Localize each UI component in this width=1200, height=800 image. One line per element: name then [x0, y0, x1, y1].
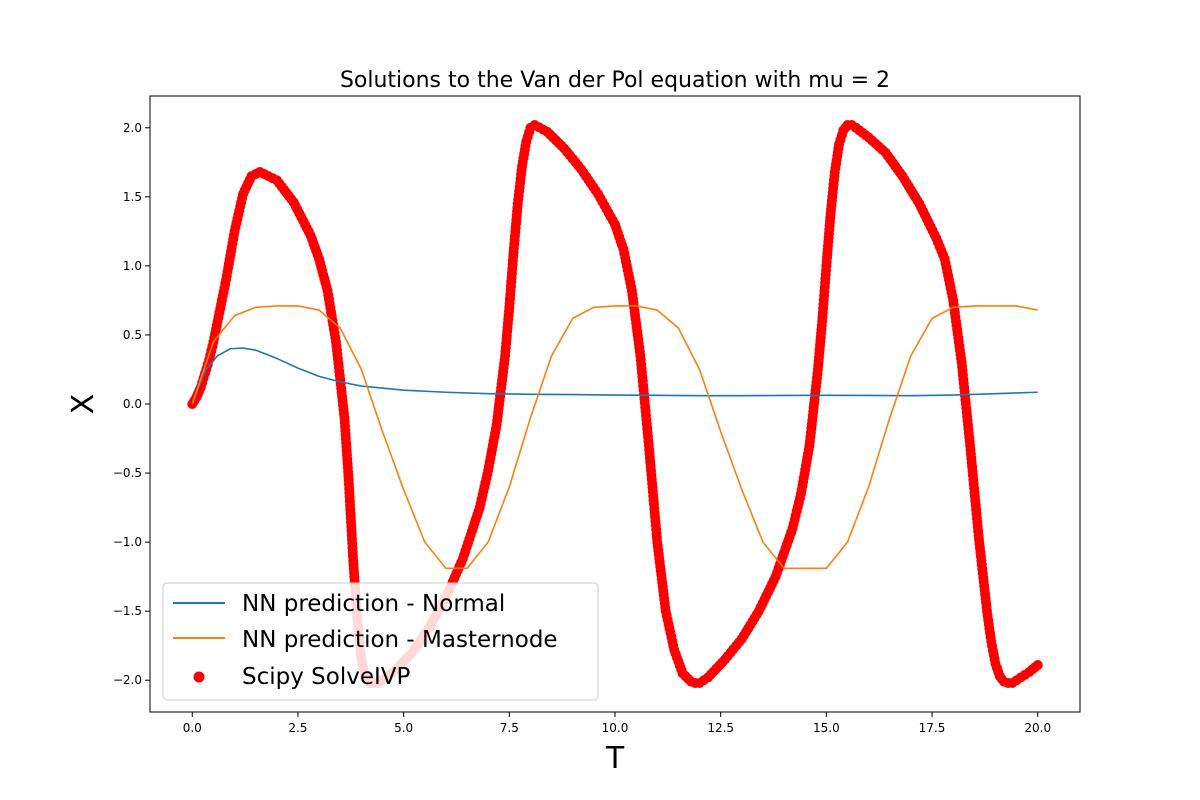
y-tick-label: 0.5: [123, 328, 142, 342]
legend: NN prediction - Normal NN prediction - M…: [162, 582, 599, 701]
x-tick-label: 0.0: [183, 721, 202, 735]
x-axis-ticks: 0.0 2.5 5.0 7.5 10.0 12.5 15.0 17.5 20.0: [183, 712, 1051, 735]
legend-label-scipy: Scipy SolveIVP: [242, 664, 410, 690]
y-tick-label: −0.5: [113, 466, 142, 480]
plot-frame: [149, 95, 1081, 713]
y-tick-label: 2.0: [123, 121, 142, 135]
series-normal-line: [191, 347, 1038, 405]
legend-box: [162, 582, 599, 701]
x-tick-label: 10.0: [602, 721, 629, 735]
y-tick-label: 1.5: [123, 190, 142, 204]
legend-label-masternode: NN prediction - Masternode: [242, 627, 558, 653]
chart-title: Solutions to the Van der Pol equation wi…: [340, 68, 890, 93]
y-axis-label: X: [66, 394, 101, 415]
y-axis-ticks: −2.0 −1.5 −1.0 −0.5 0.0 0.5 1.0 1.5 2.0: [113, 121, 150, 687]
y-tick-label: −1.5: [113, 604, 142, 618]
x-tick-label: 7.5: [500, 721, 519, 735]
y-tick-label: 0.0: [123, 397, 142, 411]
x-tick-label: 17.5: [919, 721, 946, 735]
y-tick-label: −2.0: [113, 673, 142, 687]
x-tick-label: 12.5: [707, 721, 734, 735]
scatter-point: [1032, 660, 1043, 671]
legend-label-normal: NN prediction - Normal: [242, 591, 505, 617]
legend-swatch-scipy: [193, 671, 205, 683]
x-tick-label: 15.0: [813, 721, 840, 735]
x-tick-label: 20.0: [1024, 721, 1051, 735]
y-tick-label: −1.0: [113, 535, 142, 549]
x-axis-label: T: [605, 741, 625, 776]
y-tick-label: 1.0: [123, 259, 142, 273]
x-tick-label: 5.0: [394, 721, 413, 735]
x-tick-label: 2.5: [288, 721, 307, 735]
series-masternode-line: [191, 305, 1038, 570]
